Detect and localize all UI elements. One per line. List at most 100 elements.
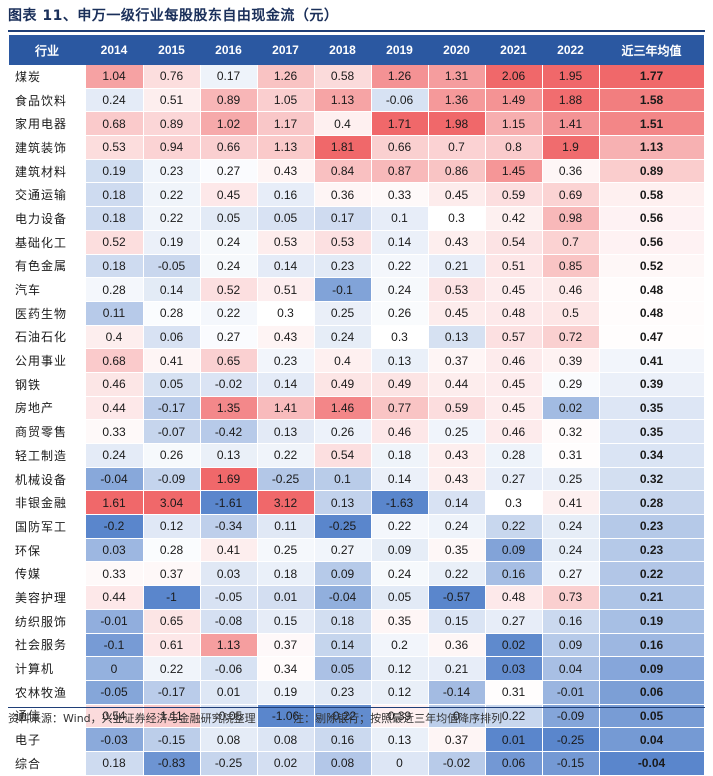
value-cell: 0.28 [85,277,144,302]
value-cell: 0.13 [257,419,315,444]
value-cell: 0.14 [314,633,372,658]
table-row: 石油石化 0.4 0.06 0.27 0.43 0.24 0.3 0.13 0.57 0.72 0.… [9,325,705,350]
value-cell: 0.09 [485,538,543,563]
industry-name: 非银金融 [9,490,86,516]
value-cell: -1.06 [257,704,315,729]
value-cell: 0.7 [428,135,486,160]
value-cell: 0.24 [85,88,144,113]
value-cell: 0.49 [371,372,429,397]
value-cell: 0.24 [542,538,600,563]
value-cell: 0.24 [85,443,144,468]
value-cell: 0.09 [542,633,600,658]
value-cell: 0.02 [542,396,600,421]
avg-cell: 0.56 [599,230,705,255]
value-cell: 0.44 [85,585,144,610]
value-cell: 0.54 [314,443,372,468]
industry-name: 纺织服饰 [9,609,86,634]
table-row: 建筑材料 0.19 0.23 0.27 0.43 0.84 0.87 0.86 1.45 0.36… [9,159,705,184]
industry-name: 轻工制造 [9,443,86,468]
value-cell: 0.3 [485,490,543,516]
value-cell: 0.08 [200,727,258,752]
avg-cell: 1.51 [599,111,705,137]
table-row: 有色金属 0.18 -0.05 0.24 0.14 0.23 0.22 0.21 0.51 0.8… [9,254,705,279]
table-row: 商贸零售 0.33 -0.07 -0.42 0.13 0.26 0.46 0.25 0.46 0.… [9,419,705,444]
value-cell: 1.46 [314,396,372,421]
header-year: 2015 [143,35,200,65]
value-cell: 0.31 [485,680,543,705]
value-cell: 0.43 [257,325,315,350]
value-cell: 2.06 [485,65,543,89]
avg-cell: 0.58 [599,182,705,208]
avg-cell: 0.04 [599,727,705,752]
avg-cell: 0.41 [599,348,705,373]
value-cell: 0.45 [485,396,543,421]
value-cell: 1.31 [428,65,486,89]
value-cell: 0.35 [428,538,486,563]
value-cell: 0.01 [257,585,315,610]
value-cell: 1.88 [542,88,600,113]
value-cell: 0.05 [257,206,315,231]
value-cell: 0.03 [200,561,258,587]
value-cell: 0.42 [485,206,543,231]
value-cell: 0.05 [371,585,429,610]
avg-cell: 0.05 [599,704,705,729]
value-cell: 0.27 [200,159,258,184]
value-cell: 0.25 [428,419,486,444]
value-cell: 0.14 [257,372,315,397]
value-cell: 0.37 [257,633,315,658]
value-cell: 0.27 [485,467,543,492]
industry-name: 建筑材料 [9,159,86,184]
value-cell: 0.46 [371,419,429,444]
value-cell: -0.17 [143,396,201,421]
value-cell: -0.09 [143,467,201,492]
avg-cell: 0.39 [599,372,705,397]
value-cell: 0.06 [143,325,201,350]
value-cell: -0.02 [200,372,258,397]
value-cell: -0.05 [200,704,258,729]
avg-cell: 0.21 [599,585,705,610]
value-cell: 0.18 [85,182,144,208]
value-cell: 0.22 [371,254,429,279]
value-cell: 0.33 [85,561,144,587]
industry-name: 环保 [9,538,86,563]
value-cell: -0.57 [428,585,486,610]
value-cell: 0.98 [542,206,600,231]
value-cell: 0.28 [143,538,201,563]
value-cell: 0.22 [143,656,201,681]
value-cell: 0.94 [143,135,201,160]
industry-name: 家用电器 [9,111,86,137]
value-cell: 0.43 [428,443,486,468]
value-cell: 0.73 [542,585,600,610]
header-year: 2014 [85,35,143,65]
value-cell: 0.36 [428,633,486,658]
figure-title: 图表 11、申万一级行业每股股东自由现金流（元） [8,8,339,24]
avg-cell: 1.13 [599,135,705,160]
table-row: 社会服务 -0.1 0.61 1.13 0.37 0.14 0.2 0.36 0.02 0.09 0… [9,633,705,658]
value-cell: 1.61 [85,490,144,516]
value-cell: 0.49 [314,372,372,397]
value-cell: 0.51 [143,88,201,113]
table-row: 机械设备 -0.04 -0.09 1.69 -0.25 0.1 0.14 0.43 0.27 0.… [9,467,705,492]
header-year: 2020 [428,35,485,65]
value-cell: 0.12 [143,514,201,539]
value-cell: 0.25 [542,467,600,492]
value-cell: 0.41 [143,348,201,373]
value-cell: 1.45 [485,159,543,184]
value-cell: 0.13 [428,325,486,350]
industry-name: 传媒 [9,561,86,587]
value-cell: 0.23 [314,254,372,279]
value-cell: 0.37 [428,348,486,373]
value-cell: -0.17 [143,680,201,705]
value-cell: 0.32 [542,419,600,444]
value-cell: 0.54 [485,230,543,255]
value-cell: 0.46 [85,372,144,397]
table-row: 综合 0.18 -0.83 -0.25 0.02 0.08 0 -0.02 0.06 -0.15-… [9,751,705,776]
value-cell: 0.13 [371,727,429,752]
value-cell: 1.26 [371,65,429,89]
value-cell: 0.27 [200,325,258,350]
industry-name: 有色金属 [9,254,86,279]
value-cell: 0.24 [200,254,258,279]
value-cell: 0.53 [257,230,315,255]
value-cell: -0.2 [85,514,144,539]
industry-name: 钢铁 [9,372,86,397]
